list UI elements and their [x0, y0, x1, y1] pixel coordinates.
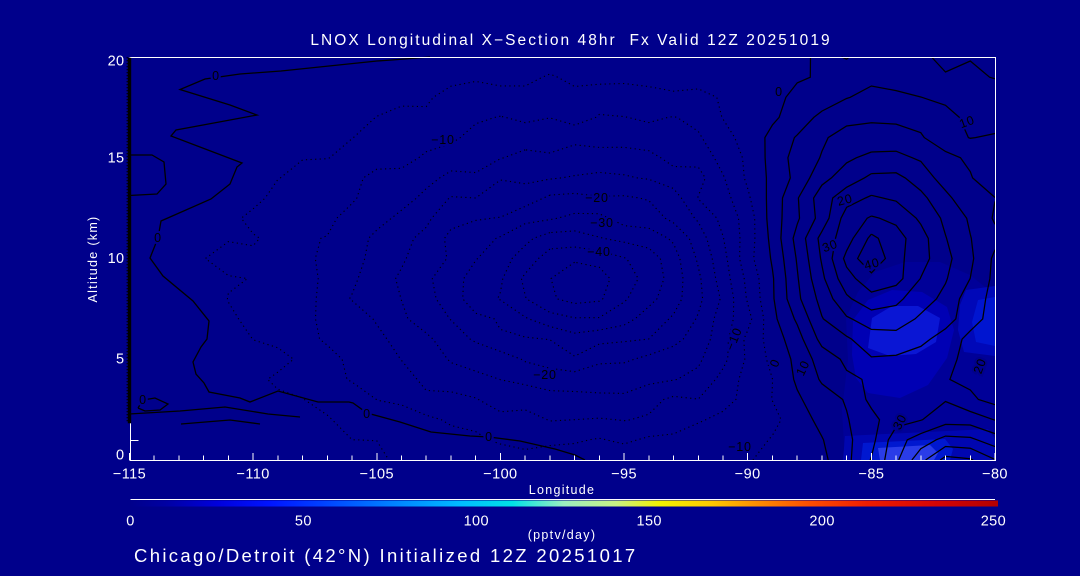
- svg-text:−80: −80: [982, 467, 1008, 483]
- svg-text:−100: −100: [483, 467, 517, 483]
- svg-text:20: 20: [836, 191, 855, 209]
- svg-text:Chicago/Detroit (42°N) Initial: Chicago/Detroit (42°N) Initialized 12Z 2…: [134, 545, 637, 566]
- svg-text:200: 200: [809, 514, 834, 530]
- svg-text:250: 250: [981, 514, 1006, 530]
- svg-text:−105: −105: [360, 467, 394, 483]
- svg-text:40: 40: [863, 255, 882, 273]
- svg-text:15: 15: [108, 151, 125, 167]
- svg-text:0: 0: [485, 430, 493, 444]
- svg-text:50: 50: [295, 514, 312, 530]
- svg-text:150: 150: [636, 514, 661, 530]
- svg-text:0: 0: [154, 231, 162, 245]
- svg-text:0: 0: [363, 407, 371, 421]
- svg-text:−10: −10: [728, 440, 752, 454]
- svg-text:−115: −115: [113, 467, 146, 483]
- svg-text:−20: −20: [585, 191, 609, 205]
- svg-text:−30: −30: [590, 216, 614, 230]
- svg-text:Altitude (km): Altitude (km): [86, 215, 100, 302]
- svg-text:0: 0: [212, 69, 220, 83]
- svg-text:20: 20: [971, 356, 989, 375]
- svg-text:−85: −85: [859, 467, 885, 483]
- svg-text:100: 100: [464, 514, 489, 530]
- svg-text:LNOX Longitudinal X−Section 48: LNOX Longitudinal X−Section 48hr Fx Vali…: [310, 32, 831, 49]
- svg-text:20: 20: [108, 54, 125, 70]
- svg-text:−40: −40: [587, 245, 611, 259]
- svg-text:(pptv/day): (pptv/day): [528, 528, 597, 542]
- svg-text:0: 0: [126, 514, 134, 530]
- svg-text:−95: −95: [611, 467, 637, 483]
- svg-text:0: 0: [775, 85, 783, 99]
- svg-text:−110: −110: [237, 467, 270, 483]
- svg-text:0: 0: [139, 393, 147, 407]
- svg-text:−20: −20: [533, 368, 557, 382]
- svg-text:−90: −90: [735, 467, 761, 483]
- svg-text:−10: −10: [431, 133, 455, 147]
- svg-text:10: 10: [108, 251, 125, 267]
- svg-text:Longitude: Longitude: [529, 483, 596, 497]
- svg-text:5: 5: [116, 352, 124, 368]
- svg-text:0: 0: [116, 448, 124, 464]
